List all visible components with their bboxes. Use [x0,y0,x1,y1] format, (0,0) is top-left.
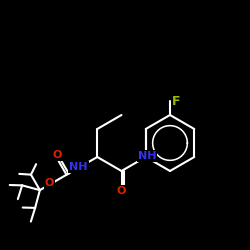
Text: NH: NH [70,162,88,172]
Text: O: O [53,150,62,160]
Text: O: O [44,178,54,188]
Text: NH: NH [138,151,156,161]
Text: O: O [117,186,126,196]
Text: F: F [172,95,180,108]
